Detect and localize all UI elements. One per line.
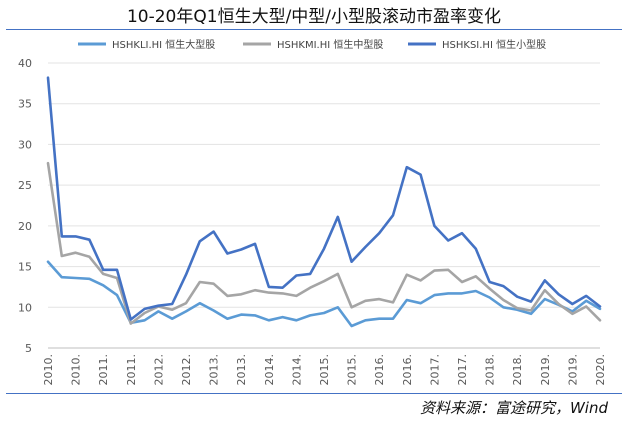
x-tick-label: 2019. — [566, 354, 579, 386]
gridlines — [48, 62, 600, 349]
y-tick-label: 15 — [18, 261, 32, 274]
legend: HSHKLI.HI 恒生大型股 HSHKMI.HI 恒生中型股 HSHKSI.HI … — [78, 38, 546, 51]
x-tick-label: 2018. — [511, 354, 524, 386]
x-tick-label: 2017. — [428, 354, 441, 386]
x-tick-label: 2016. — [401, 354, 414, 386]
x-tick-label: 2016. — [373, 354, 386, 386]
title-divider — [6, 29, 622, 30]
x-tick-label: 2013. — [208, 354, 221, 386]
x-tick-label: 2011. — [125, 354, 138, 386]
x-axis-tick-labels: 2010. 2010. 2011. 2011. 2012. 2012. 2013. 2013.… — [42, 354, 607, 386]
x-tick-label: 2012. — [152, 354, 165, 386]
x-tick-label: 2010. — [42, 354, 55, 386]
series-lines — [46, 76, 602, 328]
source-note: 资料来源：富途研究，Wind — [419, 399, 608, 417]
x-tick-label: 2014. — [263, 354, 276, 386]
x-tick-label: 2012. — [180, 354, 193, 386]
x-tick-label: 2017. — [456, 354, 469, 386]
x-tick-label: 2019. — [539, 354, 552, 386]
y-tick-label: 20 — [18, 220, 32, 233]
x-tick-label: 2015. — [346, 354, 359, 386]
x-tick-label: 2018. — [484, 354, 497, 386]
x-tick-label: 2010. — [70, 354, 83, 386]
line-chart: 5 10 15 20 25 30 35 40 2010. 2010. 2011. 2011. 2012… — [18, 38, 607, 386]
x-tick-label: 2014. — [290, 354, 303, 386]
legend-label: HSHKMI.HI 恒生中型股 — [277, 38, 383, 51]
x-tick-label: 2020. — [594, 354, 607, 386]
x-tick-label: 2015. — [318, 354, 331, 386]
y-tick-label: 10 — [18, 301, 32, 314]
y-tick-label: 5 — [25, 342, 32, 355]
chart-title: 10-20年Q1恒生大型/中型/小型股滚动市盈率变化 — [126, 7, 502, 27]
y-tick-label: 25 — [18, 179, 32, 192]
y-axis-tick-labels: 5 10 15 20 25 30 35 40 — [18, 57, 32, 355]
x-tick-label: 2013. — [235, 354, 248, 386]
legend-label: HSHKLI.HI 恒生大型股 — [112, 38, 215, 51]
y-tick-label: 40 — [18, 57, 32, 70]
series-line-3 — [46, 76, 602, 321]
series-line-2 — [46, 161, 602, 325]
source-divider — [6, 393, 622, 394]
series-line-1 — [46, 260, 602, 328]
y-tick-label: 35 — [18, 98, 32, 111]
y-tick-label: 30 — [18, 138, 32, 151]
x-tick-label: 2011. — [97, 354, 110, 386]
legend-label: HSHKSI.HI 恒生小型股 — [442, 38, 546, 51]
